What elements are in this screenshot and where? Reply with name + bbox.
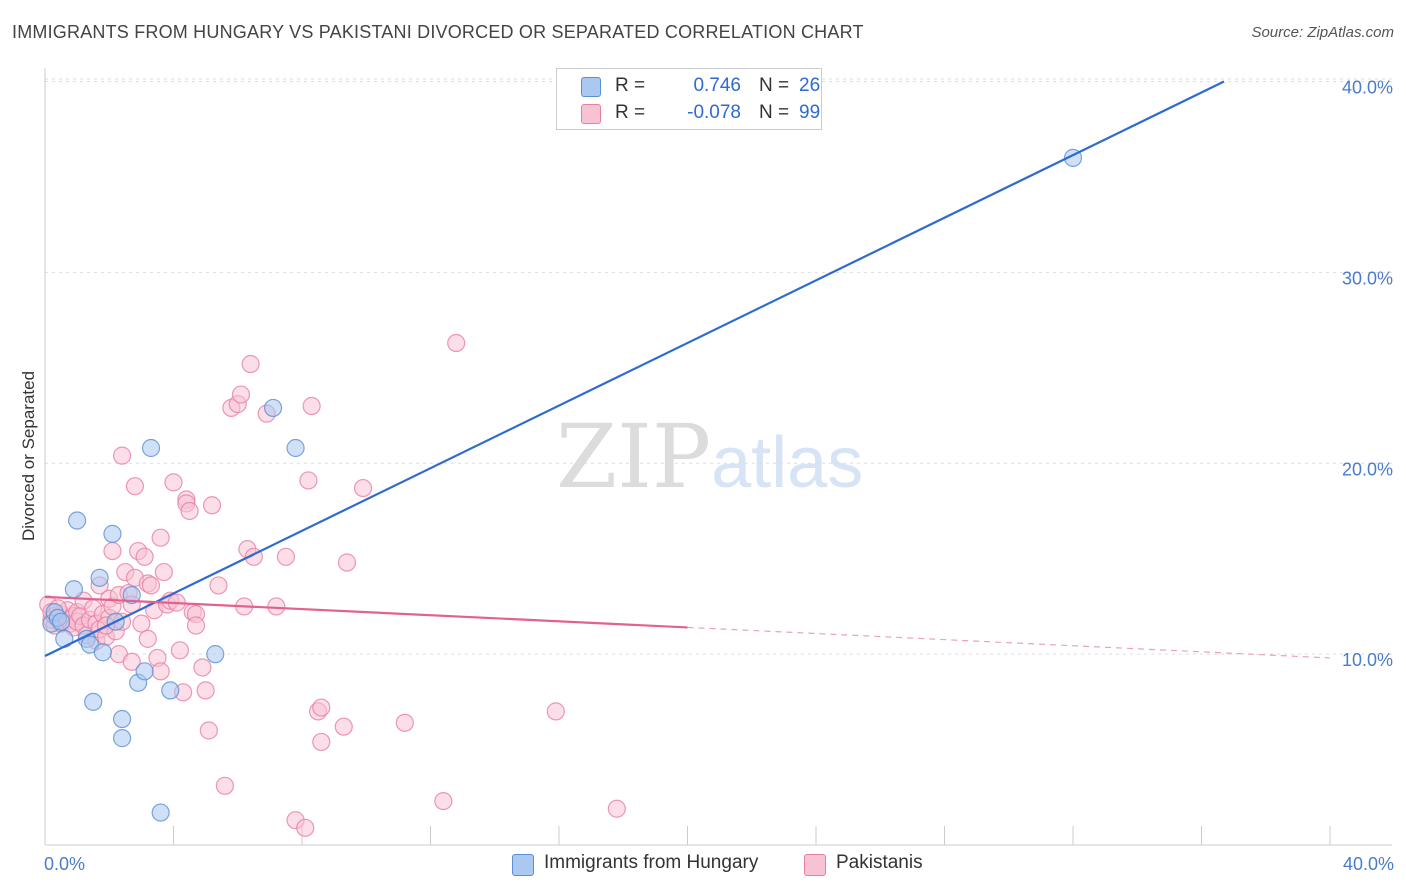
point-pakistanis bbox=[296, 818, 315, 837]
x-tick-label-min: 0.0% bbox=[44, 854, 85, 874]
point-hungary bbox=[141, 438, 161, 458]
x-tick-label-max: 40.0% bbox=[1343, 854, 1394, 874]
point-pakistanis bbox=[209, 576, 228, 595]
point-pakistanis bbox=[312, 732, 331, 752]
legend-swatch-hungary bbox=[581, 77, 601, 97]
point-hungary bbox=[103, 524, 122, 543]
legend-label-pakistanis: Pakistanis bbox=[836, 852, 923, 873]
point-hungary bbox=[206, 645, 225, 664]
point-hungary bbox=[161, 681, 180, 700]
point-hungary bbox=[84, 692, 103, 711]
point-hungary bbox=[263, 398, 283, 418]
point-hungary bbox=[112, 709, 132, 729]
point-pakistanis bbox=[112, 446, 132, 465]
point-hungary bbox=[112, 729, 132, 748]
legend-n-value: 99 bbox=[799, 102, 821, 123]
y-axis-label: Divorced or Separated bbox=[19, 371, 38, 541]
point-pakistanis bbox=[151, 528, 170, 547]
legend-r-label: R = bbox=[615, 75, 646, 96]
tick-labels: 10.0% 20.0% 30.0% 40.0% 0.0% 40.0% bbox=[44, 78, 1394, 874]
point-pakistanis bbox=[151, 662, 170, 681]
watermark-zip: ZIP bbox=[556, 405, 712, 508]
point-pakistanis bbox=[196, 681, 215, 700]
point-pakistanis bbox=[546, 702, 565, 721]
point-hungary bbox=[151, 803, 170, 822]
legend-swatch-hungary bbox=[512, 854, 534, 876]
point-pakistanis bbox=[337, 553, 357, 572]
point-pakistanis bbox=[434, 792, 453, 811]
point-hungary bbox=[64, 580, 84, 599]
legend-n-value: 26 bbox=[799, 75, 821, 96]
y-tick-label: 40.0% bbox=[1342, 78, 1393, 98]
point-hungary bbox=[68, 511, 87, 530]
y-tick-label: 20.0% bbox=[1342, 459, 1393, 479]
point-pakistanis bbox=[447, 333, 466, 353]
trend-pakistanis-extension bbox=[687, 626, 1331, 659]
point-hungary bbox=[51, 612, 71, 631]
point-hungary bbox=[122, 585, 141, 605]
point-pakistanis bbox=[170, 641, 190, 660]
series-legend: Immigrants from Hungary Pakistanis bbox=[0, 852, 1406, 878]
correlation-legend: R = 0.746 N = 26 R = -0.078 N = 99 bbox=[556, 68, 822, 130]
point-pakistanis bbox=[186, 616, 206, 635]
legend-n-label: N = bbox=[759, 102, 790, 123]
point-pakistanis bbox=[103, 541, 122, 561]
trend-lines bbox=[44, 80, 1331, 659]
legend-swatch-pakistanis bbox=[804, 854, 826, 876]
point-pakistanis bbox=[299, 471, 318, 490]
chart-title: IMMIGRANTS FROM HUNGARY VS PAKISTANI DIV… bbox=[12, 22, 864, 42]
point-pakistanis bbox=[138, 629, 157, 648]
point-pakistanis bbox=[122, 652, 141, 671]
point-pakistanis bbox=[135, 547, 154, 566]
point-pakistanis bbox=[334, 717, 353, 736]
point-pakistanis bbox=[164, 473, 183, 492]
point-pakistanis bbox=[199, 721, 218, 740]
point-hungary bbox=[90, 568, 109, 587]
point-pakistanis bbox=[132, 614, 151, 633]
trend-pakistanis bbox=[44, 595, 688, 629]
point-hungary bbox=[135, 662, 154, 681]
point-hungary bbox=[286, 438, 305, 458]
axes bbox=[44, 68, 1392, 846]
point-pakistanis bbox=[607, 799, 626, 818]
legend-r-label: R = bbox=[615, 102, 646, 123]
point-pakistanis bbox=[125, 477, 145, 496]
point-pakistanis bbox=[241, 354, 260, 374]
point-pakistanis bbox=[395, 713, 414, 732]
legend-r-value: -0.078 bbox=[687, 102, 741, 123]
data-points bbox=[39, 148, 1083, 837]
point-pakistanis bbox=[231, 385, 251, 404]
point-pakistanis bbox=[154, 562, 173, 582]
y-tick-label: 10.0% bbox=[1342, 650, 1393, 670]
point-pakistanis bbox=[312, 698, 331, 717]
point-pakistanis bbox=[267, 597, 286, 616]
point-pakistanis bbox=[302, 396, 321, 416]
point-pakistanis bbox=[353, 478, 373, 498]
point-hungary bbox=[93, 643, 112, 662]
legend-n-label: N = bbox=[759, 75, 790, 96]
legend-r-value: 0.746 bbox=[693, 75, 741, 96]
point-pakistanis bbox=[180, 501, 199, 521]
point-pakistanis bbox=[215, 776, 234, 795]
trend-hungary bbox=[44, 80, 1225, 658]
source-credit: Source: ZipAtlas.com bbox=[1251, 24, 1394, 41]
legend-swatch-pakistanis bbox=[581, 104, 601, 124]
point-pakistanis bbox=[193, 658, 212, 677]
y-tick-label: 30.0% bbox=[1342, 268, 1393, 288]
point-pakistanis bbox=[202, 496, 222, 515]
point-pakistanis bbox=[141, 576, 161, 595]
point-pakistanis bbox=[276, 547, 296, 566]
legend-label-hungary: Immigrants from Hungary bbox=[544, 852, 759, 873]
